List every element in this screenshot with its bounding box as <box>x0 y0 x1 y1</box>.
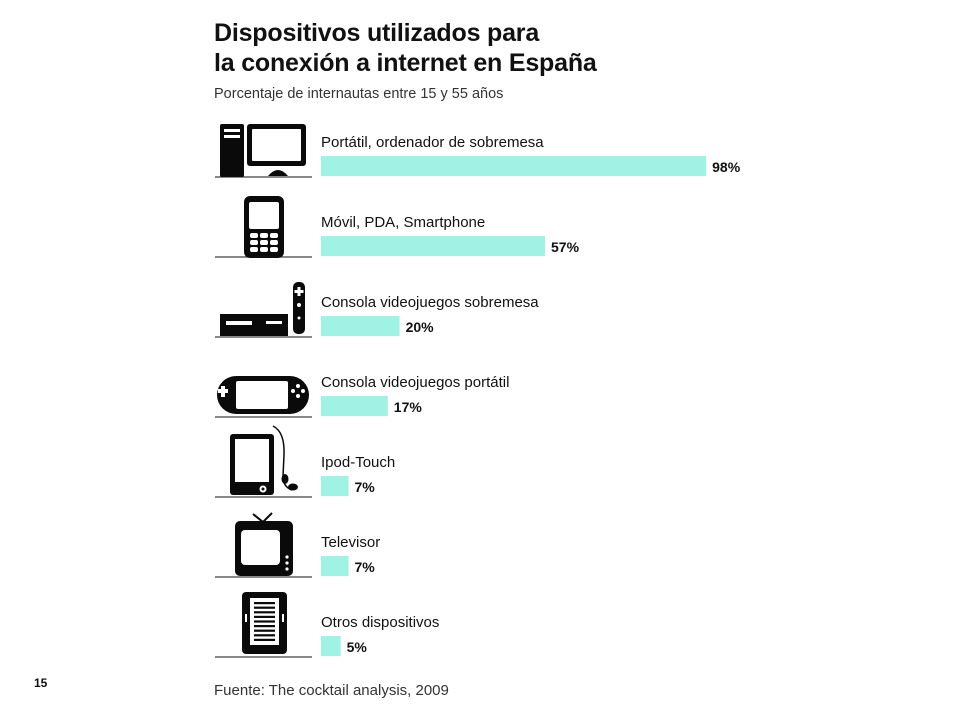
bar <box>321 396 388 416</box>
source-note: Fuente: The cocktail analysis, 2009 <box>214 682 449 699</box>
bar <box>321 476 349 496</box>
chart-title-line1: Dispositivos utilizados para <box>214 19 540 47</box>
value-label: 7% <box>355 479 376 495</box>
category-label: Móvil, PDA, Smartphone <box>321 214 485 231</box>
bar <box>321 156 707 176</box>
television-icon <box>235 512 293 576</box>
bar-row-mobile-phone: Móvil, PDA, Smartphone 57% <box>215 196 580 258</box>
handheld-console-icon <box>217 376 309 414</box>
ereader-icon <box>242 592 287 654</box>
category-label: Portátil, ordenador de sobremesa <box>321 134 544 151</box>
bar-row-ereader: Otros dispositivos 5% <box>215 592 439 658</box>
value-label: 7% <box>355 559 376 575</box>
bar <box>321 556 349 576</box>
category-label: Consola videojuegos portátil <box>321 374 509 391</box>
bar-row-desktop-computer: Portátil, ordenador de sobremesa 98% <box>215 124 741 178</box>
chart-title-line2: la conexión a internet en España <box>214 49 597 77</box>
value-label: 17% <box>394 399 423 415</box>
game-console-icon <box>220 282 305 336</box>
category-label: Ipod-Touch <box>321 454 395 471</box>
value-label: 57% <box>551 239 580 255</box>
ipod-touch-icon <box>230 425 298 495</box>
value-label: 5% <box>347 639 368 655</box>
bar-row-ipod-touch: Ipod-Touch 7% <box>215 425 395 498</box>
bar-row-game-console: Consola videojuegos sobremesa 20% <box>215 282 539 338</box>
page-number: 15 <box>34 676 48 690</box>
category-label: Televisor <box>321 534 380 551</box>
bar <box>321 636 341 656</box>
value-label: 98% <box>712 159 741 175</box>
chart-subtitle: Porcentaje de internautas entre 15 y 55 … <box>214 86 504 102</box>
desktop-computer-icon <box>220 124 306 177</box>
chart-title: Dispositivos utilizados para la conexión… <box>214 18 597 78</box>
mobile-phone-icon <box>244 196 284 258</box>
category-label: Consola videojuegos sobremesa <box>321 294 539 311</box>
bar <box>321 316 400 336</box>
bar <box>321 236 546 256</box>
bar-row-handheld-console: Consola videojuegos portátil 17% <box>215 374 509 418</box>
category-label: Otros dispositivos <box>321 614 439 631</box>
bar-row-television: Televisor 7% <box>215 512 380 578</box>
value-label: 20% <box>406 319 435 335</box>
